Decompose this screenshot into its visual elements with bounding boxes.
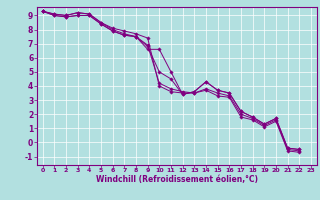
X-axis label: Windchill (Refroidissement éolien,°C): Windchill (Refroidissement éolien,°C) [96,175,258,184]
